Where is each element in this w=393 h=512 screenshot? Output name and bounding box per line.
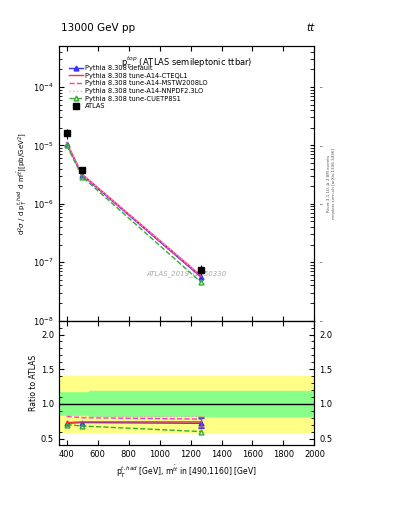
Pythia 8.308 tune-A14-CTEQL1 [199, 273, 204, 279]
Line: Pythia 8.308 tune-A14-CTEQL1: Pythia 8.308 tune-A14-CTEQL1 [67, 143, 201, 276]
Text: ATLAS_2019_I1750330: ATLAS_2019_I1750330 [147, 270, 227, 278]
Text: 13000 GeV pp: 13000 GeV pp [61, 23, 135, 33]
Pythia 8.308 tune-A14-NNPDF2.3LO [80, 171, 84, 177]
Text: p$_T^{top}$ (ATLAS semileptonic ttbar): p$_T^{top}$ (ATLAS semileptonic ttbar) [121, 54, 252, 71]
Pythia 8.308 tune-A14-NNPDF2.3LO [199, 272, 204, 279]
Pythia 8.308 tune-CUETP8S1 [80, 174, 84, 180]
Pythia 8.308 default [199, 274, 204, 281]
Line: Pythia 8.308 tune-CUETP8S1: Pythia 8.308 tune-CUETP8S1 [64, 143, 204, 285]
Y-axis label: Rivet 3.1.10, ≥ 2.8M events
mcplots.cern.ch [arXiv:1306.3436]: Rivet 3.1.10, ≥ 2.8M events mcplots.cern… [327, 148, 336, 219]
Pythia 8.308 default [80, 172, 84, 178]
Y-axis label: Ratio to ATLAS: Ratio to ATLAS [29, 355, 38, 411]
Pythia 8.308 tune-CUETP8S1 [199, 280, 204, 286]
Line: Pythia 8.308 default: Pythia 8.308 default [64, 142, 204, 280]
Pythia 8.308 tune-A14-MSTW2008LO [64, 140, 69, 146]
Pythia 8.308 tune-A14-MSTW2008LO [199, 274, 204, 280]
Y-axis label: d$^2\sigma$ / d p$_T^{t,had}$ d m$^{t\bar{t}}$][pb/GeV$^2$]: d$^2\sigma$ / d p$_T^{t,had}$ d m$^{t\ba… [16, 132, 30, 234]
Pythia 8.308 tune-A14-CTEQL1 [80, 171, 84, 177]
Pythia 8.308 tune-A14-CTEQL1 [64, 140, 69, 146]
Legend: Pythia 8.308 default, Pythia 8.308 tune-A14-CTEQL1, Pythia 8.308 tune-A14-MSTW20: Pythia 8.308 default, Pythia 8.308 tune-… [67, 63, 210, 112]
Pythia 8.308 tune-CUETP8S1 [64, 142, 69, 148]
Line: Pythia 8.308 tune-A14-NNPDF2.3LO: Pythia 8.308 tune-A14-NNPDF2.3LO [67, 142, 201, 275]
Pythia 8.308 tune-A14-NNPDF2.3LO [64, 139, 69, 145]
Pythia 8.308 default [64, 141, 69, 147]
Bar [59, 376, 314, 432]
Line: Pythia 8.308 tune-A14-MSTW2008LO: Pythia 8.308 tune-A14-MSTW2008LO [67, 143, 201, 277]
X-axis label: p$_T^{t,had}$ [GeV], m$^{\bar{t}t}$ in [490,1160] [GeV]: p$_T^{t,had}$ [GeV], m$^{\bar{t}t}$ in [… [116, 463, 257, 480]
Text: tt: tt [306, 23, 314, 33]
Bar [59, 391, 314, 416]
Pythia 8.308 tune-A14-MSTW2008LO [80, 172, 84, 178]
